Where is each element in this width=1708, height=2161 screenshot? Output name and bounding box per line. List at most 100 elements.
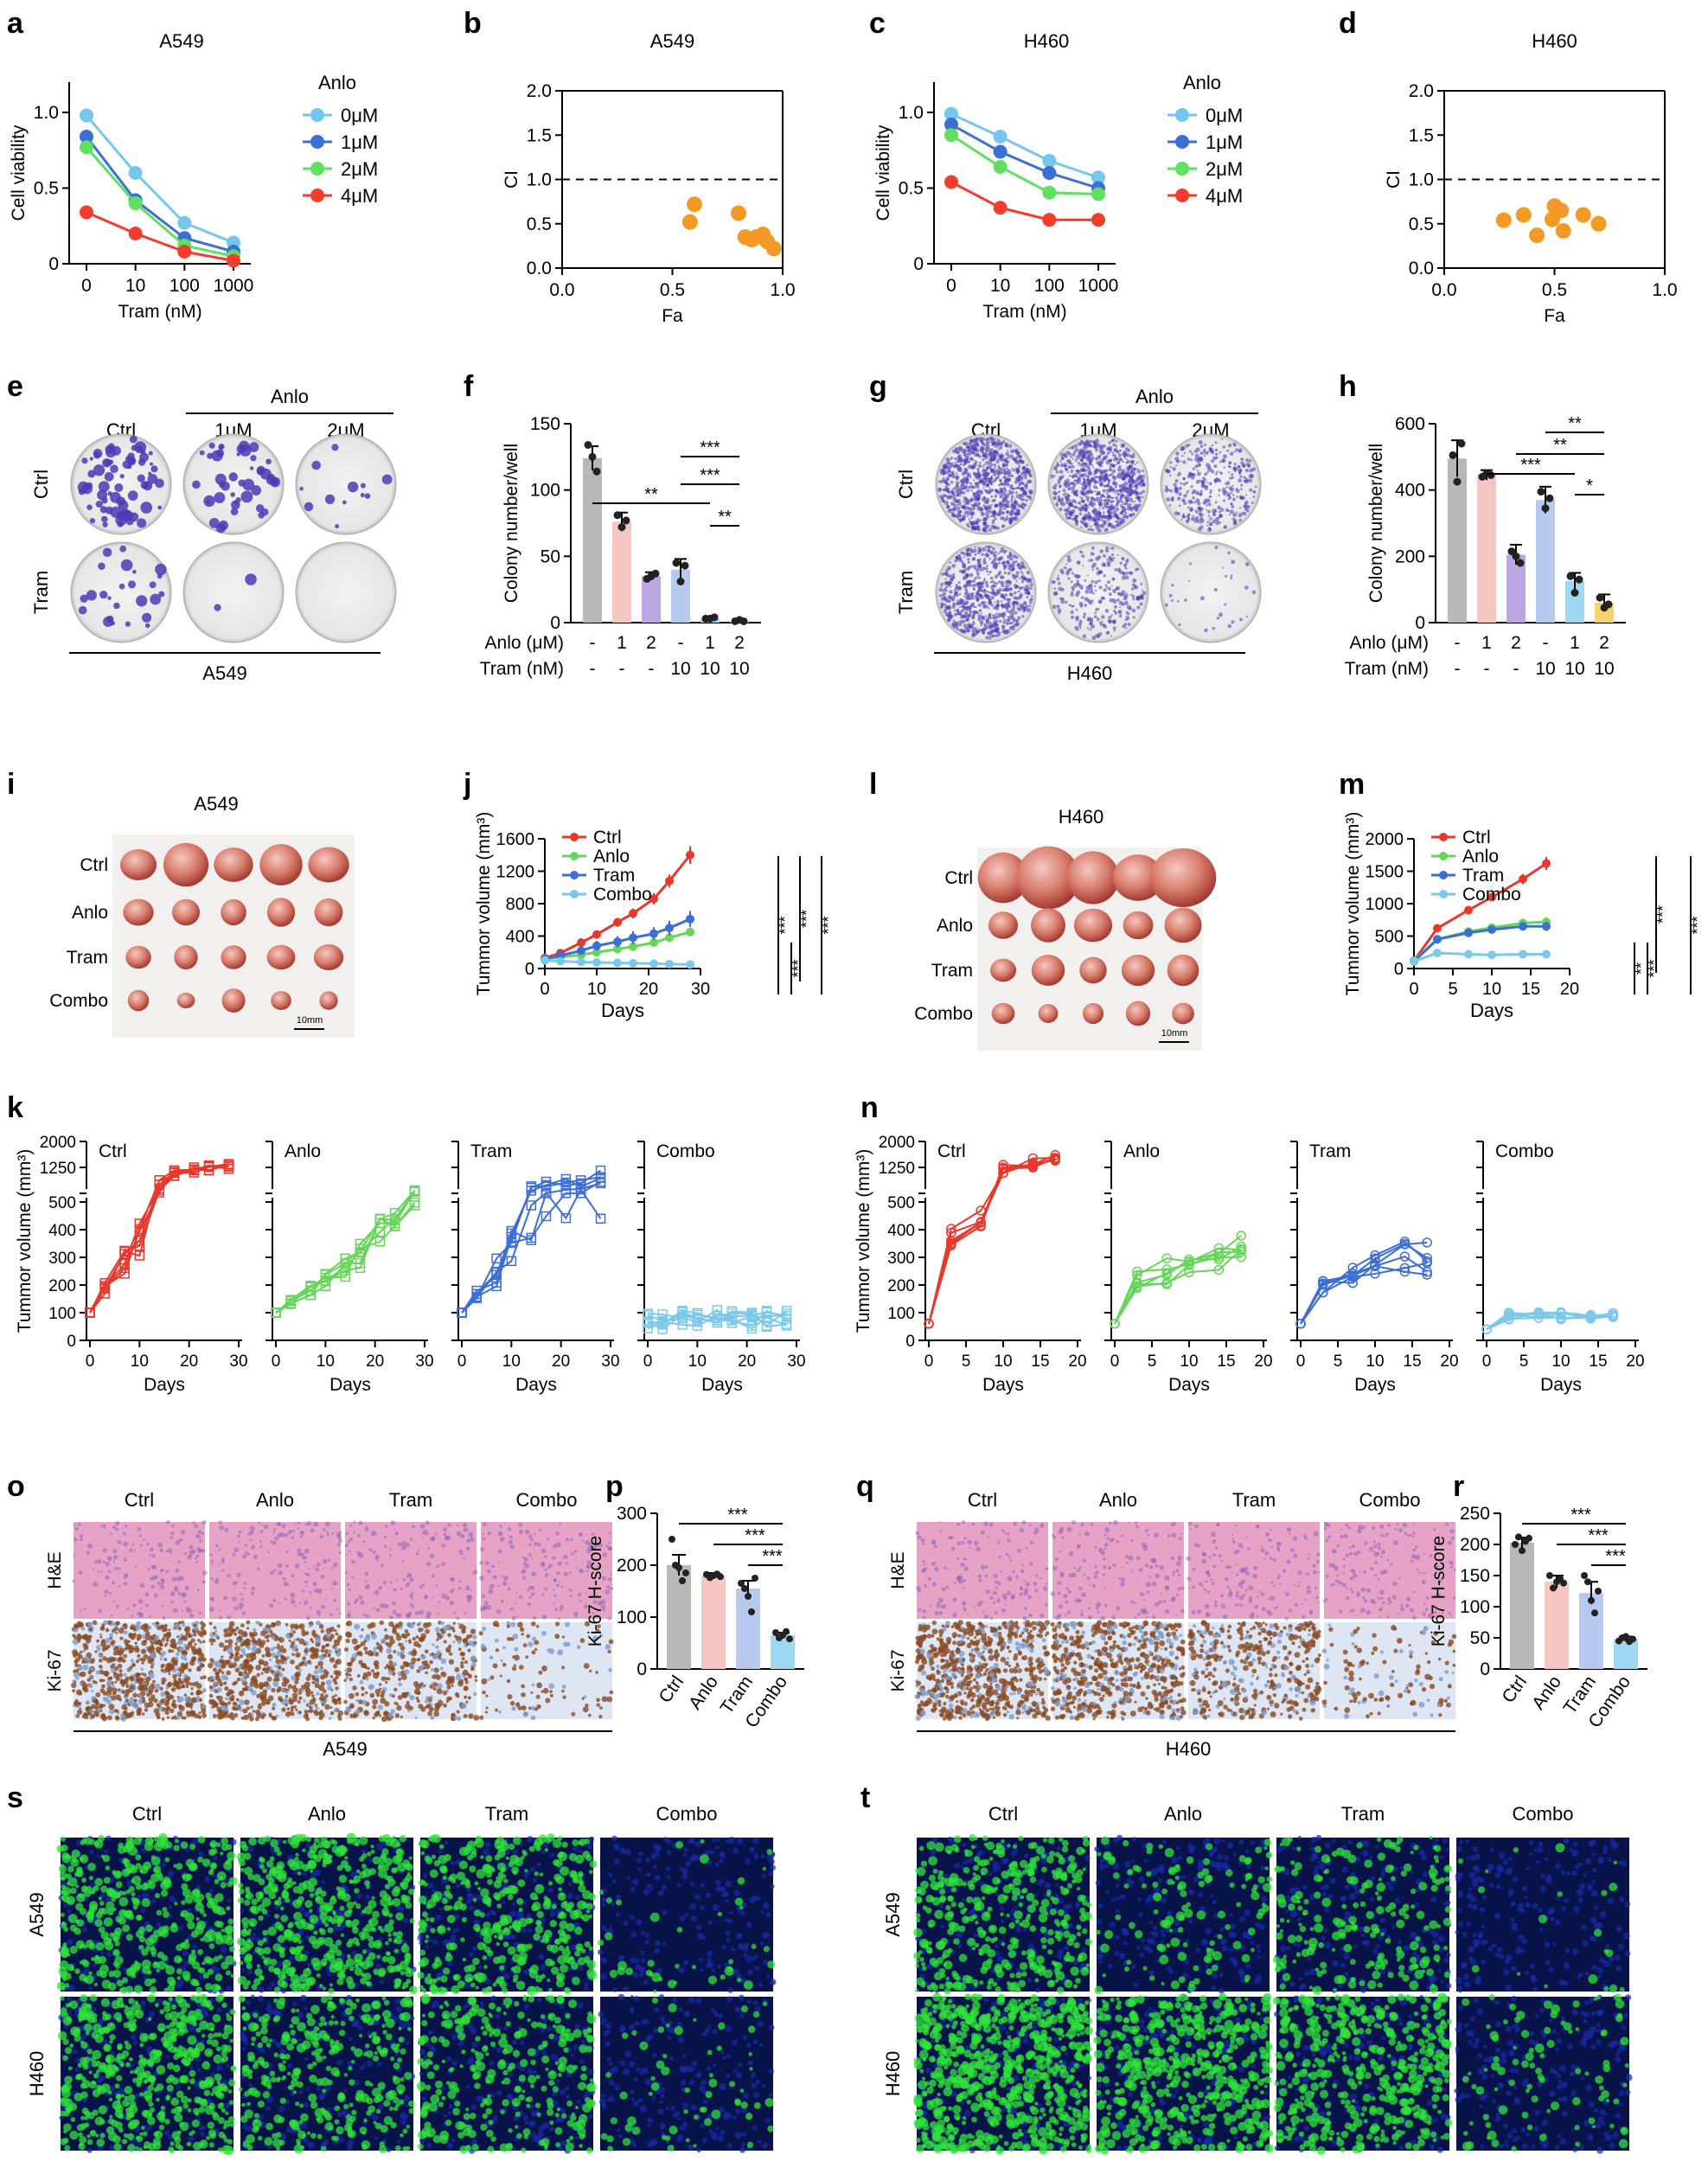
nucleus: [202, 1712, 208, 1718]
colony: [1101, 620, 1103, 623]
nucleus: [99, 1635, 103, 1639]
colony: [956, 459, 961, 464]
nucleus: [161, 1637, 166, 1641]
nucleus: [466, 1547, 469, 1550]
colony: [1019, 483, 1021, 485]
nucleus: [82, 1664, 89, 1671]
colony: [1073, 505, 1078, 509]
colony: [960, 505, 963, 508]
nucleus: [82, 1683, 88, 1690]
nucleus: [169, 1664, 175, 1669]
nucleus: [137, 1611, 142, 1616]
colony: [982, 589, 987, 594]
nucleus: [291, 1685, 295, 1690]
nucleus: [382, 1581, 387, 1585]
colony: [1011, 457, 1015, 460]
nucleus: [240, 1592, 243, 1595]
colony: [1227, 551, 1231, 555]
nucleus: [315, 1636, 319, 1641]
colony: [1128, 493, 1132, 497]
nucleus: [149, 1553, 151, 1557]
nucleus: [260, 1700, 266, 1706]
colony: [1240, 483, 1244, 487]
colony: [1213, 478, 1218, 483]
nucleus: [118, 1647, 125, 1654]
colony: [981, 479, 984, 482]
nucleus: [164, 1633, 171, 1640]
colony: [1141, 474, 1146, 479]
nucleus: [311, 1694, 315, 1697]
colony: [1192, 489, 1197, 494]
nucleus: [281, 1523, 286, 1529]
tumor: [1123, 911, 1154, 940]
colony: [965, 553, 970, 557]
nucleus: [155, 1646, 162, 1653]
colony: [970, 516, 974, 519]
nucleus: [124, 1646, 128, 1651]
nucleus: [272, 1528, 277, 1531]
colony: [1025, 468, 1029, 472]
nucleus: [321, 1696, 326, 1702]
colony: [972, 471, 976, 476]
colony: [1136, 468, 1139, 470]
nucleus: [208, 1693, 214, 1698]
colony: [1135, 597, 1138, 600]
colony: [1169, 489, 1173, 493]
colony: [110, 464, 118, 474]
colony: [1129, 506, 1133, 510]
nucleus: [80, 1534, 84, 1538]
colony: [1018, 577, 1020, 579]
nucleus: [193, 1623, 197, 1627]
colony: [1097, 554, 1102, 559]
colony: [1199, 492, 1203, 496]
colony: [1022, 474, 1027, 479]
colony: [998, 556, 1002, 561]
nucleus: [120, 1679, 126, 1685]
nucleus: [277, 1563, 283, 1569]
colony: [966, 617, 970, 622]
nucleus: [76, 1633, 81, 1638]
colony: [1060, 456, 1065, 460]
colony: [1001, 575, 1005, 579]
colony: [1020, 570, 1023, 573]
colony: [949, 577, 954, 582]
colony: [982, 452, 987, 457]
culture-dish: [70, 541, 172, 643]
colony: [982, 560, 987, 566]
nucleus: [328, 1649, 332, 1654]
colony: [956, 508, 962, 515]
colony: [1009, 470, 1012, 472]
colony: [1125, 571, 1129, 575]
colony: [1106, 559, 1109, 561]
nucleus: [137, 1678, 143, 1685]
colony: [1208, 482, 1212, 486]
colony: [1172, 466, 1176, 471]
colony: [1029, 583, 1033, 587]
nucleus: [104, 1646, 109, 1651]
colony: [983, 605, 986, 608]
nucleus: [184, 1676, 191, 1682]
colony: [969, 482, 972, 485]
colony: [1093, 585, 1097, 588]
nucleus: [172, 1715, 177, 1720]
nucleus: [201, 1708, 207, 1714]
colony: [1177, 496, 1181, 501]
colony: [360, 483, 366, 489]
colony: [982, 476, 986, 481]
colony: [1028, 495, 1032, 498]
colony: [949, 561, 951, 564]
colony: [1080, 496, 1084, 500]
colony: [1070, 462, 1073, 465]
colony: [1080, 473, 1084, 477]
colony: [1132, 491, 1135, 495]
colony: [1140, 582, 1143, 585]
colony: [1078, 624, 1082, 629]
colony: [1230, 577, 1233, 579]
nucleus: [224, 1676, 229, 1681]
nucleus: [189, 1613, 195, 1618]
nucleus: [381, 1563, 385, 1568]
colony: [1065, 512, 1069, 516]
colony: [1028, 604, 1032, 608]
colony: [1219, 472, 1223, 476]
nucleus: [277, 1622, 281, 1627]
